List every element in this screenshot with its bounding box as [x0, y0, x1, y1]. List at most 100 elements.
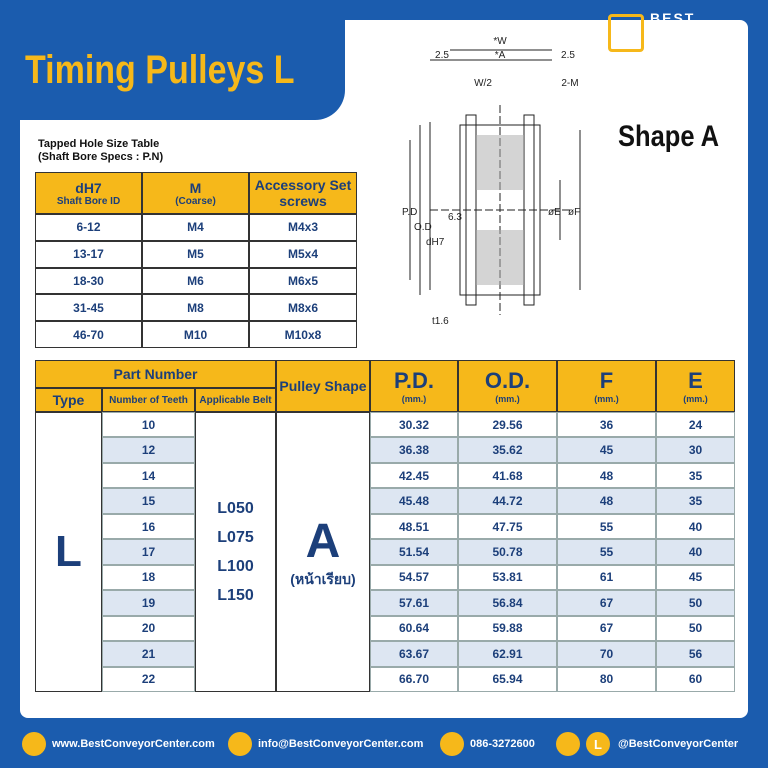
- small-cell: 46-70: [35, 321, 142, 348]
- brand-line: BEST: [650, 10, 696, 26]
- header-title: F: [599, 368, 614, 393]
- table-cell: 30.32: [370, 412, 458, 438]
- facebook-icon: [556, 732, 580, 756]
- table-cell: 16: [102, 513, 195, 540]
- small-cell: M6x5: [249, 267, 357, 295]
- brand-logo: [608, 14, 644, 52]
- table-cell: 51.54: [370, 539, 458, 565]
- small-header: Accessory Set screws: [249, 172, 357, 214]
- small-cell: M4: [142, 214, 249, 241]
- value-header: O.D. (mm.): [458, 360, 557, 412]
- email: info@BestConveyorCenter.com: [258, 738, 424, 750]
- small-cell: M4x3: [249, 214, 357, 241]
- table-cell: 15: [102, 488, 195, 514]
- header-unit: (mm.): [594, 394, 619, 404]
- caption-line: Tapped Hole Size Table: [38, 138, 160, 150]
- dim-label: øE: [548, 207, 561, 218]
- header-title: M: [189, 179, 202, 196]
- small-cell: M6: [142, 267, 249, 295]
- table-cell: 57.61: [370, 590, 458, 616]
- belt: L150: [217, 587, 254, 604]
- header-title: O.D.: [484, 368, 531, 393]
- table-cell: 36: [557, 412, 656, 438]
- small-cell: M8x6: [249, 294, 357, 322]
- table-cell: 66.70: [370, 666, 458, 692]
- table-cell: 53.81: [458, 564, 557, 591]
- table-cell: 48: [557, 488, 656, 514]
- table-cell: 30: [656, 437, 735, 463]
- header: Type: [35, 388, 102, 412]
- table-cell: 60.64: [370, 615, 458, 642]
- table-cell: 41.68: [458, 462, 557, 489]
- small-cell: M10x8: [249, 321, 357, 348]
- dim-label: 2.5: [435, 50, 449, 61]
- table-cell: 36.38: [370, 437, 458, 463]
- diagram: *W *A 2.5 2.5 W/2 2-M P.D O.D dH7 6.3 øE…: [402, 36, 581, 327]
- dim-label: 2.5: [561, 50, 575, 61]
- table-cell: 12: [102, 437, 195, 463]
- header-title: dH7: [75, 179, 102, 196]
- table-cell: 50: [656, 615, 735, 642]
- table-cell: 54.57: [370, 564, 458, 591]
- line-icon: L: [586, 732, 610, 756]
- small-header: dH7 Shaft Bore ID: [35, 172, 142, 214]
- small-cell: 31-45: [35, 294, 142, 322]
- header: Number of Teeth: [102, 388, 195, 412]
- shape-shape: A: [305, 514, 341, 568]
- small-cell: 13-17: [35, 240, 142, 268]
- small-cell: M10: [142, 321, 249, 348]
- type: L: [35, 412, 102, 692]
- table-cell: 56: [656, 641, 735, 667]
- table-cell: 60: [656, 666, 735, 692]
- table-cell: 45.48: [370, 488, 458, 514]
- title: Timing Pulleys L: [25, 48, 295, 92]
- table-cell: 20: [102, 615, 195, 642]
- belts: L050 L075 L100 L150: [195, 412, 276, 692]
- table-cell: 48.51: [370, 513, 458, 540]
- handle: @BestConveyorCenter: [618, 738, 739, 750]
- header-sub: Shaft Bore ID: [56, 195, 121, 207]
- group-header: Part Number: [35, 360, 276, 388]
- belt: L050: [217, 500, 254, 517]
- value-header: P.D. (mm.): [370, 360, 458, 412]
- dim-label: dH7: [426, 237, 445, 248]
- small-cell: M5: [142, 240, 249, 268]
- shape-label: Shape A: [618, 120, 720, 153]
- table-cell: 47.75: [458, 513, 557, 540]
- header-unit: (mm.): [683, 394, 708, 404]
- brand-line: CONVEYOR: [650, 23, 747, 39]
- table-cell: 59.88: [458, 615, 557, 642]
- header-unit: (mm.): [401, 394, 427, 404]
- table-cell: 14: [102, 462, 195, 489]
- table-cell: 24: [656, 412, 735, 438]
- table-cell: 56.84: [458, 590, 557, 616]
- belt: L100: [217, 558, 254, 575]
- table-cell: 42.45: [370, 462, 458, 489]
- dim-label: 2-M: [561, 78, 578, 89]
- table-cell: 40: [656, 539, 735, 565]
- small-header: M (Coarse): [142, 172, 249, 214]
- table-cell: 62.91: [458, 641, 557, 667]
- small-cell: 6-12: [35, 214, 142, 241]
- table-cell: 40: [656, 513, 735, 540]
- belt: L075: [217, 529, 254, 546]
- title-banner: [0, 0, 345, 120]
- table-cell: 35: [656, 462, 735, 489]
- table-cell: 10: [102, 412, 195, 438]
- dim-label: 6.3: [448, 212, 462, 223]
- mail-icon: [228, 732, 252, 756]
- table-cell: 48: [557, 462, 656, 489]
- table-cell: 63.67: [370, 641, 458, 667]
- table-cell: 19: [102, 590, 195, 616]
- table-cell: 65.94: [458, 666, 557, 692]
- small-cell: M8: [142, 294, 249, 322]
- dim-label: *A: [495, 50, 506, 61]
- table-cell: 70: [557, 641, 656, 667]
- small-cell: 18-30: [35, 267, 142, 295]
- value-header: F (mm.): [557, 360, 656, 412]
- table-cell: 44.72: [458, 488, 557, 514]
- table-cell: 61: [557, 564, 656, 591]
- table-cell: 29.56: [458, 412, 557, 438]
- dim-label: O.D: [414, 222, 432, 233]
